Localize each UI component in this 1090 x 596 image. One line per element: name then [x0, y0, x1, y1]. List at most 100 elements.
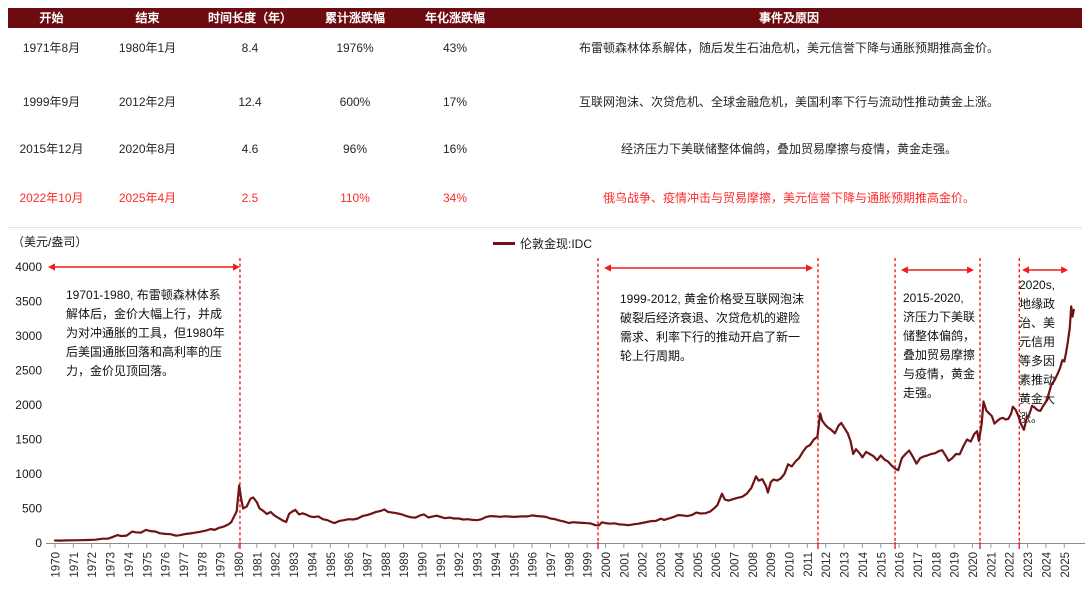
cell-annualized: 34% — [442, 191, 468, 205]
x-axis-tick-label: 2008 — [748, 552, 760, 578]
annotation-2015-2020: 2015-2020, 济压力下美联储整体偏鸽，叠加贸易摩擦与疫情，黄金走强。 — [903, 291, 976, 400]
x-axis-tick-label: 1973 — [106, 552, 118, 578]
x-axis-tick-label: 2004 — [674, 551, 686, 577]
x-axis-tick-label: 1971 — [69, 552, 81, 578]
x-axis-tick-label: 2006 — [711, 552, 723, 578]
legend-line-swatch — [493, 242, 515, 245]
cell-cumulative: 96% — [342, 142, 368, 156]
arrowhead-right — [806, 264, 814, 272]
column-header-cumulative-change: 累计涨跌幅 — [324, 11, 385, 25]
cell-events: 布雷顿森林体系解体，随后发生石油危机，美元信誉下降与通胀预期推高金价。 — [578, 41, 999, 55]
x-axis-tick-label: 1985 — [326, 552, 338, 578]
x-axis-tick-label: 1990 — [418, 552, 430, 578]
section-divider — [8, 227, 1082, 228]
x-axis-tick-label: 1992 — [454, 552, 466, 578]
x-axis-tick-label: 2018 — [931, 552, 943, 578]
x-axis-tick-label: 2022 — [1005, 552, 1017, 578]
cell-duration: 4.6 — [241, 142, 259, 156]
y-axis-unit-label: （美元/盎司） — [12, 235, 88, 249]
annotation-2020s: 2020s, 地缘政治、美元信用等多因素推动黄金大涨。 — [1019, 278, 1056, 425]
table-row: 2015年12月 2020年8月 4.6 96% 16% 经济压力下美联储整体偏… — [8, 141, 1082, 157]
cell-end: 2025年4月 — [118, 191, 177, 205]
cell-annualized: 16% — [442, 142, 468, 156]
arrowhead-right — [1061, 266, 1069, 274]
x-axis-tick-label: 1995 — [509, 552, 521, 578]
x-axis-tick-label: 1986 — [344, 552, 356, 578]
cell-start: 2022年10月 — [19, 191, 84, 205]
x-axis-tick-label: 2007 — [729, 552, 741, 578]
arrowhead-left — [900, 266, 908, 274]
y-axis-tick-label: 0 — [35, 536, 42, 550]
x-axis-tick-label: 2023 — [1023, 552, 1035, 578]
x-axis-tick-label: 1974 — [124, 551, 136, 577]
cell-duration: 12.4 — [238, 95, 262, 109]
legend-label: 伦敦金现:IDC — [520, 237, 593, 251]
x-axis-tick-label: 1993 — [473, 552, 485, 578]
x-axis-tick-label: 2009 — [766, 552, 778, 578]
x-axis-tick-label: 2010 — [785, 552, 797, 578]
table-row-highlighted: 2022年10月 2025年4月 2.5 110% 34% 俄乌战争、疫情冲击与… — [8, 190, 1082, 206]
cell-cumulative: 110% — [340, 191, 370, 205]
x-axis-tick-label: 1983 — [289, 552, 301, 578]
column-header-annualized-change: 年化涨跌幅 — [424, 11, 485, 25]
cell-end: 2012年2月 — [118, 95, 177, 109]
x-axis-tick-label: 1984 — [307, 551, 319, 577]
cell-end: 2020年8月 — [118, 142, 177, 156]
cell-duration: 2.5 — [241, 191, 259, 205]
x-axis-tick-label: 2019 — [950, 552, 962, 578]
x-axis-tick-label: 2011 — [803, 552, 815, 577]
cell-annualized: 17% — [442, 95, 468, 109]
x-axis-tick-label: 2021 — [986, 552, 998, 578]
column-header-duration: 时间长度（年） — [207, 11, 292, 25]
cell-cumulative: 1976% — [336, 41, 374, 55]
x-axis-tick-label: 1975 — [142, 552, 154, 578]
x-axis-tick-label: 1970 — [51, 552, 63, 578]
x-axis-tick-label: 2014 — [858, 551, 870, 577]
x-axis-tick-label: 1997 — [546, 552, 558, 578]
x-axis-tick-label: 1991 — [436, 552, 448, 578]
x-axis-tick-label: 1979 — [216, 552, 228, 578]
x-axis-tick-label: 1972 — [87, 552, 99, 578]
arrowhead-right — [232, 263, 240, 271]
y-axis-tick-label: 1500 — [15, 433, 42, 447]
y-axis-tick-label: 3500 — [15, 295, 42, 309]
cell-annualized: 43% — [442, 41, 468, 55]
table-row: 1999年9月 2012年2月 12.4 600% 17% 互联网泡沫、次贷危机… — [8, 94, 1082, 110]
column-header-end: 结束 — [135, 11, 160, 25]
x-axis-tick-label: 1978 — [197, 552, 209, 578]
x-axis-tick-label: 2005 — [693, 552, 705, 578]
x-axis-tick-label: 2001 — [619, 552, 631, 578]
x-axis-tick-label: 1976 — [161, 552, 173, 578]
x-axis-tick-label: 1998 — [564, 552, 576, 578]
cell-cumulative: 600% — [339, 95, 371, 109]
column-header-events: 事件及原因 — [758, 11, 819, 25]
x-axis-tick-label: 2025 — [1060, 552, 1072, 578]
cell-end: 1980年1月 — [118, 41, 177, 55]
column-header-start: 开始 — [39, 11, 64, 25]
annotation-1999-2012: 1999-2012, 黄金价格受互联网泡沫破裂后经济衰退、次贷危机的避险需求、利… — [620, 292, 805, 363]
cell-start: 1971年8月 — [22, 41, 81, 55]
table-row: 1971年8月 1980年1月 8.4 1976% 43% 布雷顿森林体系解体，… — [8, 40, 1082, 56]
y-axis-tick-label: 2500 — [15, 364, 42, 378]
x-axis-tick-label: 1988 — [381, 552, 393, 578]
x-axis-tick-label: 2020 — [968, 552, 980, 578]
y-axis-tick-label: 1000 — [15, 467, 42, 481]
x-axis-tick-label: 2000 — [601, 552, 613, 578]
table-header-row: 开始 结束 时间长度（年） 累计涨跌幅 年化涨跌幅 事件及原因 — [8, 8, 1082, 28]
cell-start: 2015年12月 — [19, 142, 84, 156]
y-axis-tick-label: 3000 — [15, 329, 42, 343]
arrowhead-left — [1022, 266, 1030, 274]
arrowhead-right — [966, 266, 974, 274]
x-axis-tick-label: 1996 — [528, 552, 540, 578]
y-axis-tick-label: 4000 — [15, 260, 42, 274]
cell-events: 互联网泡沫、次贷危机、全球金融危机，美国利率下行与流动性推动黄金上涨。 — [578, 95, 999, 109]
annotation-1970-1980: 19701-1980, 布雷顿森林体系解体后，金价大幅上行，并成为对冲通胀的工具… — [66, 288, 225, 378]
x-axis-tick-label: 1994 — [491, 551, 503, 577]
x-axis-tick-label: 2016 — [895, 552, 907, 578]
cell-events: 经济压力下美联储整体偏鸽，叠加贸易摩擦与疫情，黄金走强。 — [620, 142, 957, 156]
chart-legend: 伦敦金现:IDC — [493, 235, 592, 252]
cell-events: 俄乌战争、疫情冲击与贸易摩擦，美元信誉下降与通胀预期推高金价。 — [602, 191, 975, 205]
x-axis-tick-label: 2013 — [840, 552, 852, 578]
x-axis-tick-label: 2002 — [638, 552, 650, 578]
